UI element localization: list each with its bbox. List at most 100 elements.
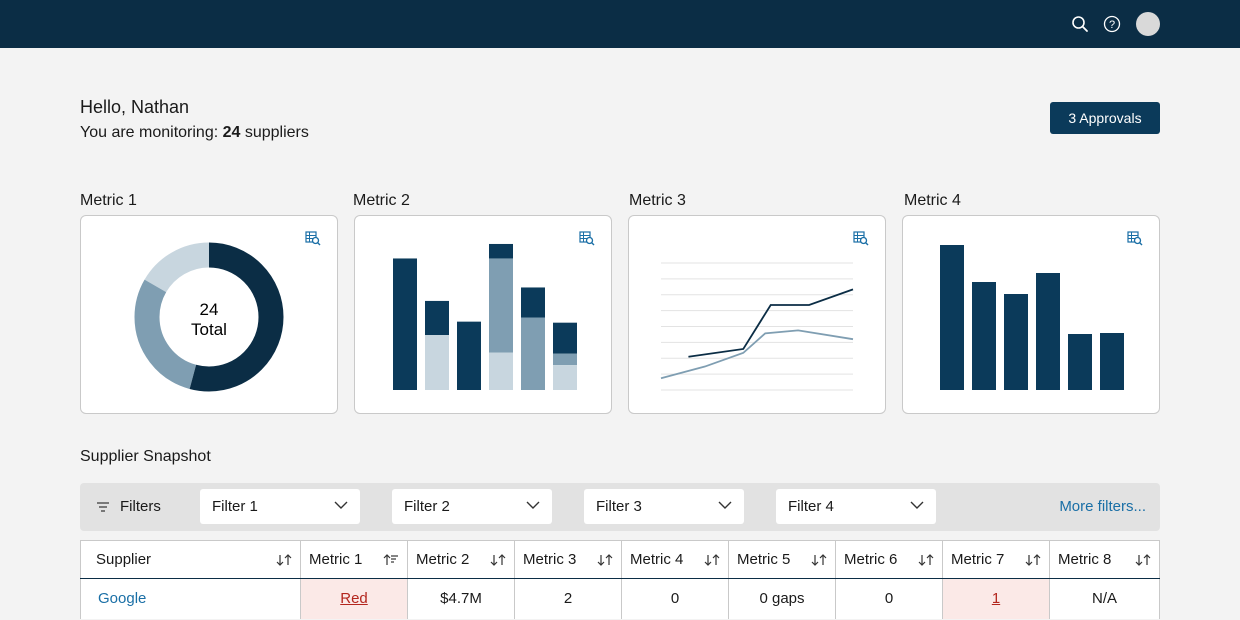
bar [972,282,996,390]
bar-segment [425,335,449,390]
supplier-link[interactable]: Google [80,578,301,619]
bar-segment [553,365,577,390]
metric-3-card[interactable] [628,215,886,414]
table-row[interactable]: Google Red $4.7M 2 0 0 gaps 0 1 N/A [80,578,1160,619]
sort-icon[interactable] [918,553,934,567]
filter-3-select[interactable]: Filter 3 [584,489,744,524]
sort-icon[interactable] [704,553,720,567]
metric-3-cell: 2 [514,578,622,619]
sort-icon[interactable] [1025,553,1041,567]
chevron-down-icon [526,501,540,509]
supplier-count: 24 [222,124,241,141]
more-filters-link[interactable]: More filters... [1059,498,1146,515]
bar-segment [425,300,449,336]
supplier-table: Supplier Metric 1 Metric 2 Metric 3 Metr… [80,540,1160,619]
donut-center-label: Total [191,320,227,339]
metric-4-title: Metric 4 [904,192,961,209]
bar [1100,333,1124,390]
column-label: Metric 4 [630,551,684,568]
column-header-metric-7[interactable]: Metric 7 [942,540,1050,579]
bar-segment [553,322,577,354]
column-header-metric-4[interactable]: Metric 4 [621,540,729,579]
bar-segment [521,287,545,318]
metric-3-title: Metric 3 [629,192,686,209]
bar-segment [553,353,577,366]
monitoring-prefix: You are monitoring: [80,124,223,141]
sort-icon[interactable] [490,553,506,567]
donut-center-value: 24 [200,300,219,319]
filter-4-value: Filter 4 [788,498,834,515]
metric-1-alert-link[interactable]: Red [340,590,368,608]
filter-4-select[interactable]: Filter 4 [776,489,936,524]
metric-7-cell: 1 [942,578,1050,619]
column-header-metric-3[interactable]: Metric 3 [514,540,622,579]
metric-1-cell: Red [300,578,408,619]
table-zoom-icon[interactable] [579,230,595,246]
supplier-snapshot-title: Supplier Snapshot [80,448,211,465]
column-header-metric-8[interactable]: Metric 8 [1049,540,1160,579]
table-zoom-icon[interactable] [305,230,321,246]
greeting: Hello, Nathan [80,97,190,117]
avatar[interactable] [1136,12,1160,36]
sort-icon[interactable] [597,553,613,567]
column-header-metric-6[interactable]: Metric 6 [835,540,943,579]
metric-1-card[interactable]: 24 Total [80,215,338,414]
metric-8-cell: N/A [1049,578,1160,619]
filter-bar: Filters Filter 1 Filter 2 Filter 3 Filte… [80,483,1160,531]
filter-1-select[interactable]: Filter 1 [200,489,360,524]
column-label: Metric 8 [1058,551,1112,568]
bar-segment [393,258,417,390]
metric-4-card[interactable] [902,215,1160,414]
metric-2-title: Metric 2 [353,192,410,209]
line-series [660,329,854,380]
sort-icon[interactable] [276,553,292,567]
help-icon[interactable]: ? [1100,12,1124,36]
filters-toggle[interactable]: Filters [96,498,161,515]
monitoring-suffix: suppliers [240,124,309,141]
metric-2-stacked-bar-chart [393,243,577,390]
bar-segment [489,258,513,353]
column-label: Supplier [96,551,152,568]
chevron-down-icon [910,501,924,509]
metric-2-card[interactable] [354,215,612,414]
metric-7-alert-link[interactable]: 1 [991,590,1001,608]
approvals-button[interactable]: 3 Approvals [1050,102,1160,134]
metric-4-cell: 0 [621,578,729,619]
metric-5-cell: 0 gaps [728,578,836,619]
chevron-down-icon [718,501,732,509]
line-series [688,288,854,358]
bar [1004,294,1028,390]
filter-3-value: Filter 3 [596,498,642,515]
column-header-metric-5[interactable]: Metric 5 [728,540,836,579]
bar [940,245,964,390]
bar-segment [457,321,481,390]
table-zoom-icon[interactable] [1127,230,1143,246]
column-header-supplier[interactable]: Supplier [80,540,301,579]
sort-descending-icon[interactable] [383,553,399,567]
column-label: Metric 2 [416,551,470,568]
donut-slice [134,242,284,392]
filter-icon [97,501,109,512]
column-header-metric-1[interactable]: Metric 1 [300,540,408,579]
metric-6-cell: 0 [835,578,943,619]
table-zoom-icon[interactable] [853,230,869,246]
top-nav-bar: ? [0,0,1240,48]
column-label: Metric 5 [737,551,791,568]
metric-3-line-chart [660,262,854,391]
sort-icon[interactable] [1135,553,1151,567]
donut-slice [134,242,284,392]
metric-1-donut-chart: 24 Total [134,242,284,392]
monitoring-summary: You are monitoring: 24 suppliers [80,124,309,142]
metric-4-bar-chart [940,245,1124,390]
bar [1036,273,1060,390]
column-label: Metric 6 [844,551,898,568]
chevron-down-icon [334,501,348,509]
sort-icon[interactable] [811,553,827,567]
filter-2-select[interactable]: Filter 2 [392,489,552,524]
metric-2-cell: $4.7M [407,578,515,619]
column-header-metric-2[interactable]: Metric 2 [407,540,515,579]
filters-label: Filters [120,498,161,515]
column-label: Metric 1 [309,551,363,568]
search-icon[interactable] [1068,12,1092,36]
metric-1-title: Metric 1 [80,192,137,209]
